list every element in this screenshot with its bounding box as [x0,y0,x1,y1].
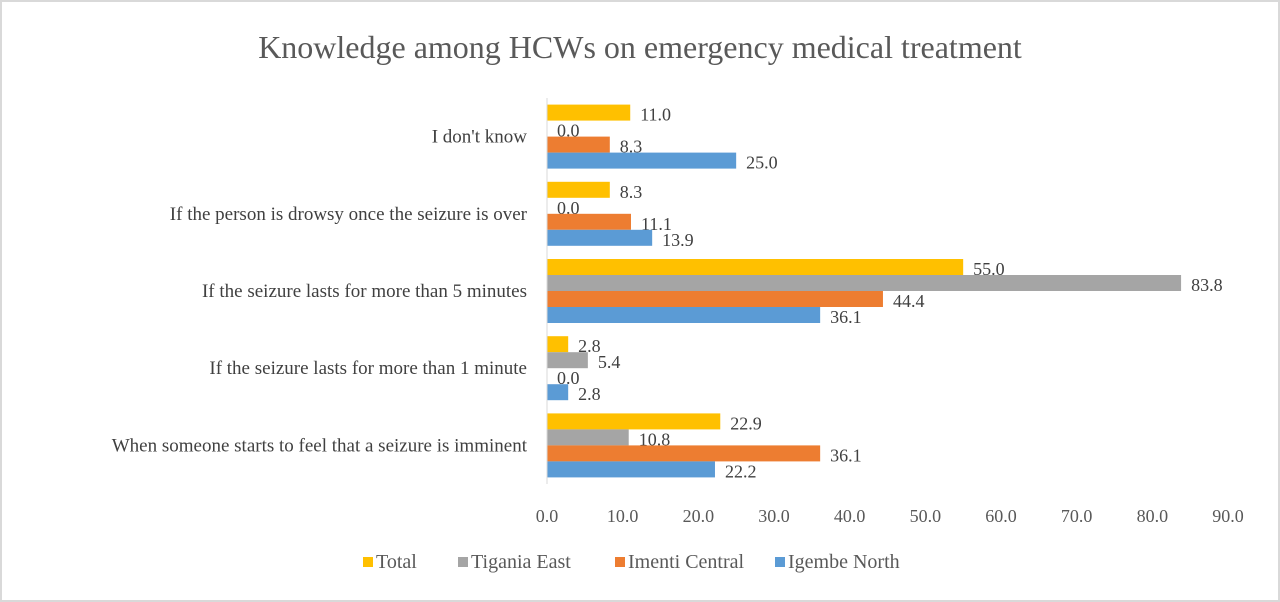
bar-imenti-central [547,213,631,230]
x-tick-label: 20.0 [683,506,715,526]
legend-swatch [775,557,785,567]
bar-igembe-north [547,461,715,478]
x-tick-label: 60.0 [985,506,1017,526]
bar-igembe-north [547,384,569,401]
legend-label: Tigania East [471,551,571,573]
legend-swatch [458,557,468,567]
legend-swatch [363,557,373,567]
legend-label: Total [376,551,417,573]
data-label: 0.0 [557,368,580,388]
bar-total [547,104,631,121]
bar-total [547,181,610,198]
data-label: 10.8 [639,429,671,449]
data-label: 2.8 [578,384,601,404]
data-label: 22.9 [730,413,762,433]
data-label: 8.3 [620,182,643,202]
category-label: If the seizure lasts for more than 1 min… [209,358,527,379]
bar-tigania-east [547,275,1182,291]
bar-total [547,413,721,430]
data-label: 5.4 [598,352,621,372]
data-label: 36.1 [830,445,862,465]
bar-total [547,259,964,275]
x-tick-label: 90.0 [1212,506,1244,526]
axis-group: When someone starts to feel that a seizu… [112,98,1244,526]
data-label: 11.0 [640,105,671,125]
x-tick-label: 10.0 [607,506,639,526]
category-label: If the seizure lasts for more than 5 min… [202,281,527,302]
chart-title: Knowledge among HCWs on emergency medica… [258,29,1022,65]
data-label: 22.2 [725,461,757,481]
bar-igembe-north [547,152,737,169]
x-tick-label: 50.0 [910,506,942,526]
data-label: 2.8 [578,336,601,356]
bar-imenti-central [547,291,883,307]
data-label: 8.3 [620,137,643,157]
x-tick-label: 70.0 [1061,506,1093,526]
data-label: 55.0 [973,259,1005,279]
bars-group: 22.910.836.122.22.85.40.02.855.083.844.4… [547,104,1223,481]
bar-igembe-north [547,307,821,323]
x-tick-label: 40.0 [834,506,866,526]
legend-label: Igembe North [788,551,900,573]
data-label: 0.0 [557,198,580,218]
category-label: When someone starts to feel that a seizu… [112,435,528,456]
bar-tigania-east [547,429,629,446]
category-label: If the person is drowsy once the seizure… [170,204,528,225]
legend-swatch [615,557,625,567]
bar-total [547,336,569,353]
data-label: 13.9 [662,230,694,250]
bar-imenti-central [547,136,610,153]
bar-imenti-central [547,445,821,462]
legend-label: Imenti Central [628,551,745,573]
x-tick-label: 0.0 [536,506,559,526]
data-label: 44.4 [893,291,925,311]
data-label: 36.1 [830,307,862,327]
bar-igembe-north [547,229,653,246]
x-tick-label: 30.0 [758,506,790,526]
legend: Total Tigania East Imenti Central Igembe No… [363,551,900,573]
category-label: I don't know [432,127,528,148]
data-label: 0.0 [557,121,580,141]
bar-tigania-east [547,352,588,369]
data-label: 11.1 [641,214,672,234]
x-tick-label: 80.0 [1137,506,1169,526]
data-label: 83.8 [1191,275,1223,295]
data-label: 25.0 [746,153,778,173]
